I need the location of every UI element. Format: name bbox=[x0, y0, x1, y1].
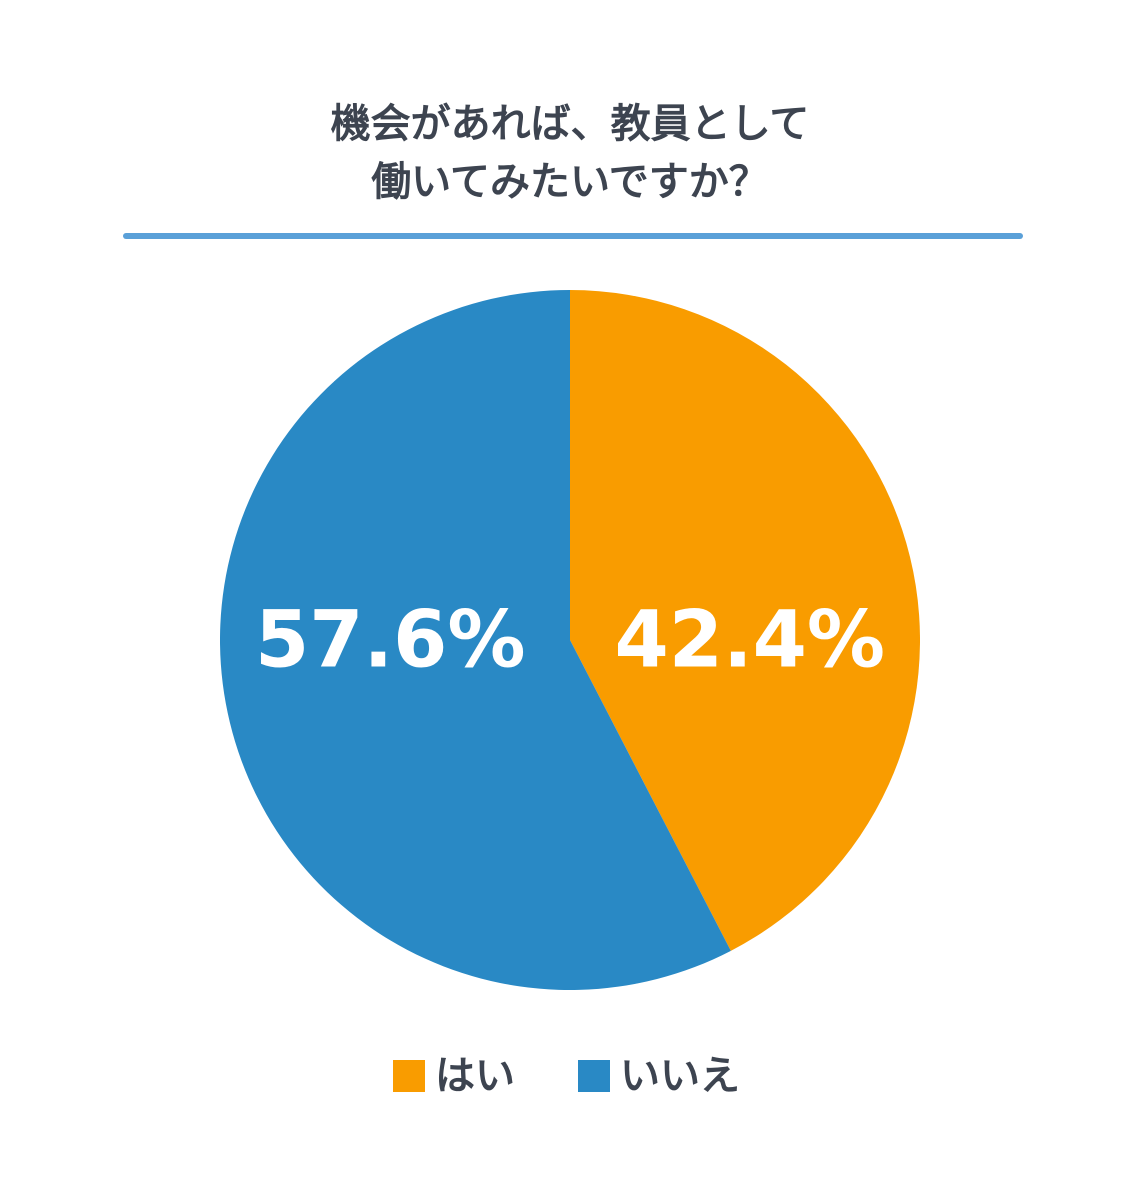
legend-swatch bbox=[393, 1060, 425, 1092]
value-label: 42.4% bbox=[614, 595, 885, 685]
legend-swatch bbox=[578, 1060, 610, 1092]
value-label: 57.6% bbox=[255, 595, 526, 685]
legend-label: いいえ bbox=[620, 1053, 740, 1099]
pie-slice bbox=[570, 290, 920, 951]
chart-title: 働いてみたいですか？ bbox=[371, 159, 769, 205]
chart-title: 機会があれば、教員として bbox=[331, 101, 810, 147]
pie-slice bbox=[219, 290, 731, 990]
legend-label: はい bbox=[435, 1053, 515, 1099]
